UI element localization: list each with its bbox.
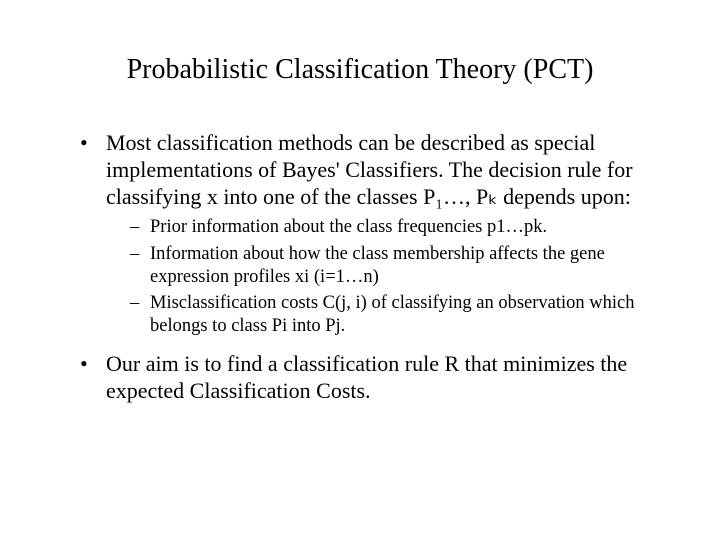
bullet-item-1: Most classification methods can be descr… <box>88 130 660 337</box>
bullet-list: Most classification methods can be descr… <box>60 130 660 405</box>
sub-bullet-1: Prior information about the class freque… <box>134 216 660 239</box>
bullet-item-2: Our aim is to find a classification rule… <box>88 351 660 405</box>
sub-bullet-3: Misclassification costs C(j, i) of class… <box>134 292 660 337</box>
bullet-1-text: Most classification methods can be descr… <box>106 130 633 209</box>
slide: Probabilistic Classification Theory (PCT… <box>0 0 720 540</box>
sub-bullet-list: Prior information about the class freque… <box>106 216 660 337</box>
slide-title: Probabilistic Classification Theory (PCT… <box>60 54 660 86</box>
sub-bullet-2: Information about how the class membersh… <box>134 243 660 288</box>
